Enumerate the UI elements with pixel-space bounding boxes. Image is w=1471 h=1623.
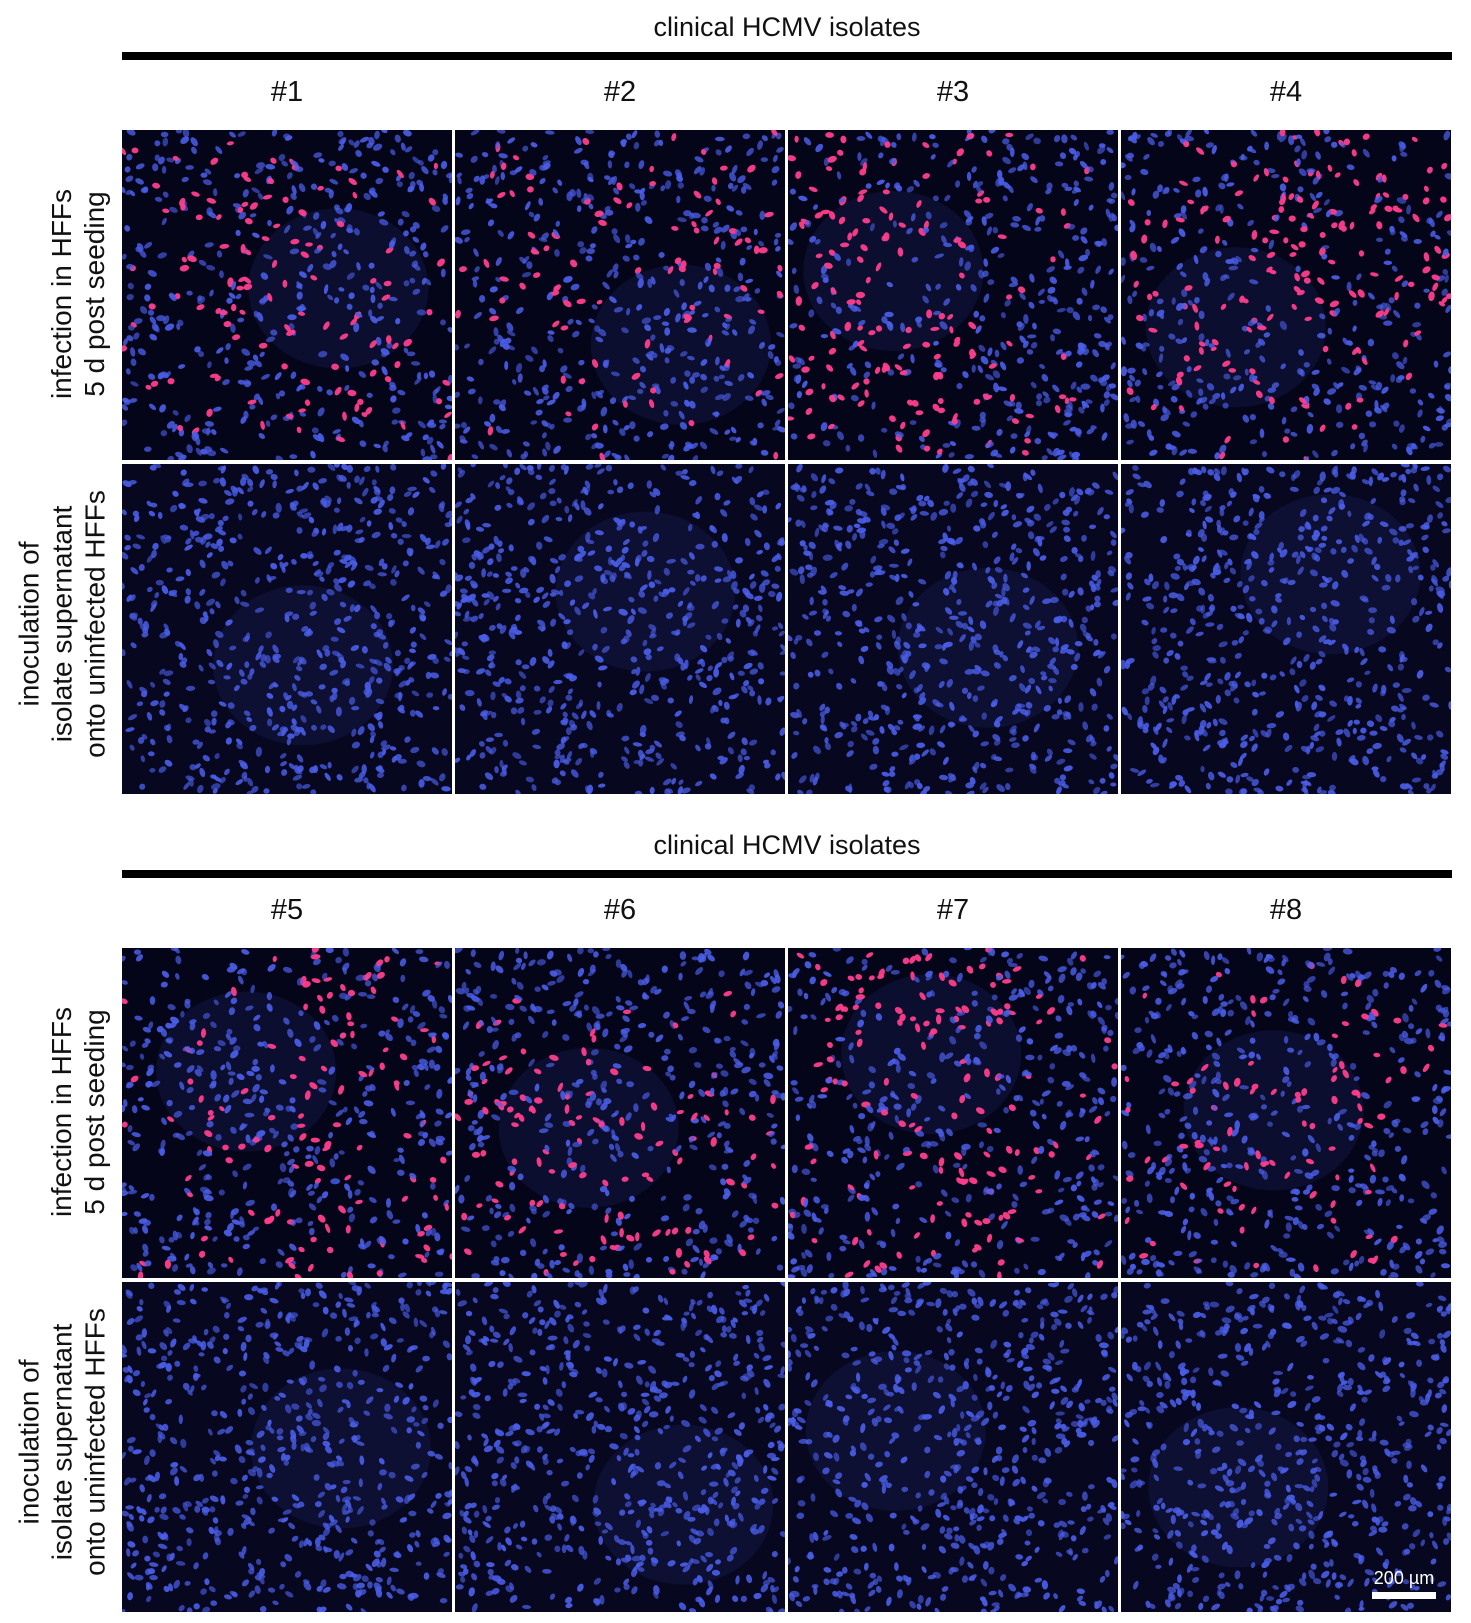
micrograph-panel	[1121, 948, 1451, 1278]
micrograph-image	[455, 464, 785, 794]
scale-bar	[1372, 1592, 1436, 1599]
isolate-label: #1	[270, 76, 304, 108]
row-label-line: infection in HFFs	[46, 1006, 77, 1218]
isolate-label: #4	[1269, 76, 1303, 108]
micrograph-panel	[788, 130, 1118, 460]
block-title: clinical HCMV isolates	[653, 12, 921, 42]
row-label-infection: infection in HFFs 5 d post seeding	[45, 1007, 111, 1217]
micrograph-image	[122, 130, 452, 460]
micrograph-panel	[788, 464, 1118, 794]
row-label-line: onto uninfected HFFs	[79, 490, 111, 758]
micrograph-image	[1121, 1282, 1451, 1612]
isolate-label: #8	[1269, 894, 1303, 926]
micrograph-panel	[788, 1282, 1118, 1612]
micrograph-image	[788, 130, 1118, 460]
isolate-label: #5	[270, 894, 304, 926]
row-label-line: inoculation of	[13, 541, 45, 707]
micrograph-image	[122, 464, 452, 794]
row-label-line: 5 d post seeding	[79, 191, 110, 397]
micrograph-panel	[455, 130, 785, 460]
micrograph-image	[788, 948, 1118, 1278]
row-label-line: isolate supernatant	[46, 505, 78, 743]
block-title: clinical HCMV isolates	[653, 830, 921, 860]
isolate-label: #2	[603, 76, 637, 108]
micrograph-image	[1121, 464, 1451, 794]
micrograph-panel	[122, 948, 452, 1278]
row-label-infection: infection in HFFs 5 d post seeding	[45, 189, 111, 399]
isolate-label: #6	[603, 894, 637, 926]
micrograph-image	[122, 948, 452, 1278]
row-label-line: inoculation of	[13, 1359, 45, 1525]
micrograph-image	[455, 1282, 785, 1612]
micrograph-image	[122, 1282, 452, 1612]
micrograph-panel	[1121, 130, 1451, 460]
micrograph-grid	[122, 130, 1452, 794]
row-label-line: infection in HFFs	[46, 188, 77, 400]
scale-bar-label: 200 µm	[1373, 1568, 1435, 1588]
isolate-label: #3	[936, 76, 970, 108]
title-rule	[122, 52, 1452, 60]
micrograph-image	[455, 130, 785, 460]
micrograph-grid	[122, 948, 1452, 1612]
micrograph-panel	[455, 1282, 785, 1612]
micrograph-image	[788, 464, 1118, 794]
row-label-line: 5 d post seeding	[79, 1009, 110, 1215]
micrograph-image	[1121, 130, 1451, 460]
micrograph-panel	[1121, 1282, 1451, 1612]
micrograph-panel	[1121, 464, 1451, 794]
row-label-line: onto uninfected HFFs	[79, 1308, 111, 1576]
row-label-inoculation: inoculation of isolate supernatant onto …	[13, 490, 112, 758]
isolate-label: #7	[936, 894, 970, 926]
micrograph-panel	[455, 948, 785, 1278]
micrograph-panel	[455, 464, 785, 794]
micrograph-image	[455, 948, 785, 1278]
title-rule	[122, 870, 1452, 878]
row-label-line: isolate supernatant	[46, 1323, 78, 1561]
micrograph-panel	[122, 130, 452, 460]
micrograph-image	[1121, 948, 1451, 1278]
micrograph-image	[788, 1282, 1118, 1612]
micrograph-panel	[122, 1282, 452, 1612]
micrograph-panel	[788, 948, 1118, 1278]
row-label-inoculation: inoculation of isolate supernatant onto …	[13, 1308, 112, 1576]
micrograph-panel	[122, 464, 452, 794]
